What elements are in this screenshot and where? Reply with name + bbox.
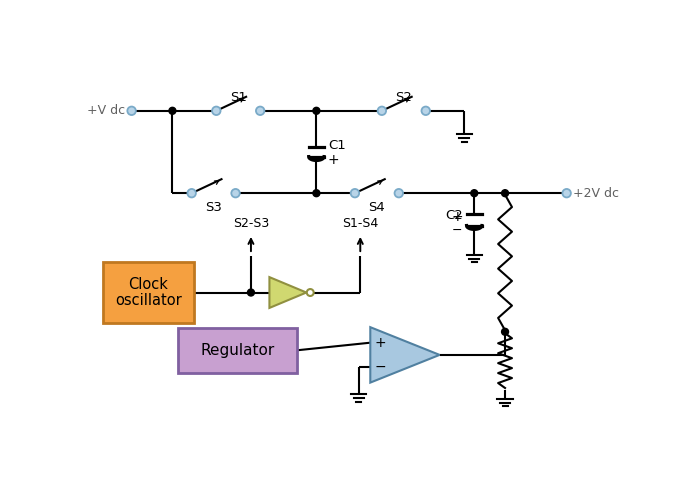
Circle shape (212, 107, 220, 115)
Text: oscillator: oscillator (116, 293, 182, 308)
Text: S2-S3: S2-S3 (233, 218, 269, 230)
Circle shape (313, 107, 320, 114)
Text: +V dc: +V dc (88, 104, 125, 117)
Circle shape (188, 189, 196, 197)
Text: S1-S4: S1-S4 (342, 218, 379, 230)
Circle shape (351, 189, 359, 197)
Circle shape (307, 289, 314, 296)
Circle shape (471, 190, 477, 197)
Text: Clock: Clock (129, 277, 169, 292)
Polygon shape (270, 277, 307, 308)
Circle shape (562, 189, 571, 197)
Circle shape (231, 189, 240, 197)
FancyBboxPatch shape (103, 262, 194, 322)
Text: +: + (451, 210, 463, 224)
Text: Regulator: Regulator (200, 343, 274, 358)
Text: S2: S2 (395, 91, 412, 104)
Text: C1: C1 (328, 139, 346, 152)
Circle shape (502, 328, 508, 335)
Circle shape (127, 107, 136, 115)
Circle shape (502, 190, 508, 197)
Text: S1: S1 (230, 91, 246, 104)
Polygon shape (370, 327, 440, 383)
Circle shape (377, 107, 386, 115)
Text: −: − (374, 360, 386, 374)
Text: +2V dc: +2V dc (573, 187, 619, 200)
Circle shape (421, 107, 430, 115)
FancyBboxPatch shape (178, 328, 297, 373)
Text: S4: S4 (368, 201, 385, 214)
Circle shape (169, 107, 176, 114)
Text: −: − (452, 224, 463, 237)
Circle shape (256, 107, 265, 115)
Circle shape (313, 190, 320, 197)
Circle shape (395, 189, 403, 197)
Text: C2: C2 (445, 208, 463, 222)
Text: +: + (328, 153, 340, 167)
Circle shape (248, 289, 254, 296)
Text: +: + (374, 336, 386, 350)
Text: S3: S3 (205, 201, 222, 214)
